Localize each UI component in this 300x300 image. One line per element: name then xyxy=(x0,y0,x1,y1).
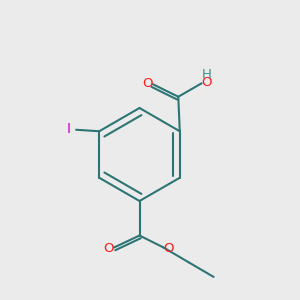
Text: O: O xyxy=(201,76,212,89)
Text: H: H xyxy=(202,68,212,81)
Text: I: I xyxy=(66,122,70,136)
Text: O: O xyxy=(164,242,174,255)
Text: O: O xyxy=(142,77,153,90)
Text: O: O xyxy=(103,242,114,255)
